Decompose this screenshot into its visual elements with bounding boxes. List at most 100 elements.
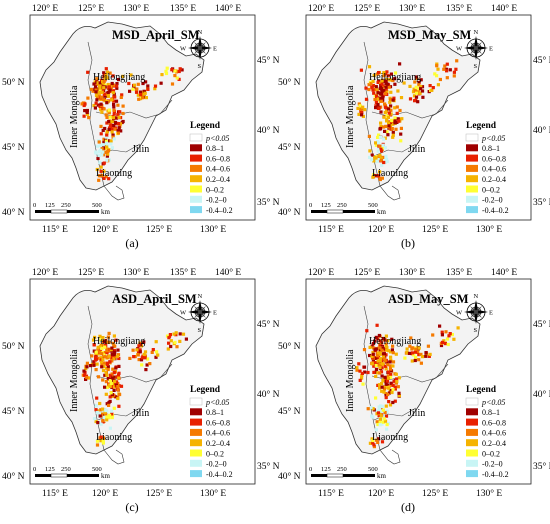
significance-pixel	[408, 84, 412, 88]
significance-pixel	[139, 90, 143, 94]
significance-pixel	[389, 364, 393, 368]
legend-label-4: 0.2–0.4	[206, 439, 230, 448]
significance-pixel	[109, 139, 113, 143]
significance-pixel	[380, 420, 384, 425]
coastline	[379, 185, 401, 201]
top-lon-label-0: 120° E	[308, 267, 334, 278]
significance-pixel	[85, 361, 89, 365]
significance-pixel	[387, 78, 391, 82]
map-canvas: 120° E 125° E 130° E 135° E 140° E 115° …	[2, 3, 280, 235]
significance-pixel	[391, 122, 395, 126]
left-lat-label-1: 45° N	[2, 406, 25, 417]
legend-swatch-5	[190, 449, 202, 457]
significance-pixel	[387, 111, 391, 115]
significance-pixel	[146, 87, 150, 91]
significance-pixels	[80, 66, 184, 182]
significance-pixel	[361, 105, 365, 109]
significance-pixel	[104, 343, 108, 347]
significance-pixel	[102, 80, 106, 84]
significance-pixel	[98, 160, 102, 164]
scale-label-1: 125	[321, 466, 331, 473]
significance-pixel	[381, 420, 385, 424]
significance-pixel	[413, 80, 417, 84]
significance-pixel	[419, 84, 423, 89]
significance-pixel	[105, 121, 109, 125]
significance-pixel	[94, 350, 98, 354]
significance-pixel	[93, 335, 97, 339]
significance-pixel	[110, 416, 114, 420]
panel-caption-0: (a)	[125, 236, 139, 250]
significance-pixel	[373, 348, 377, 352]
significance-pixel	[384, 396, 388, 400]
legend: Legend p<0.050.8–10.6–0.8 0.4–0.60.2–0.40…	[189, 385, 233, 479]
significance-pixel	[129, 73, 133, 77]
compass-e-label: E	[213, 310, 217, 317]
legend-label-0: p<0.05	[481, 134, 505, 143]
significance-pixel	[115, 82, 119, 86]
significance-pixel	[107, 403, 111, 407]
significance-pixel	[154, 340, 158, 344]
significance-pixel	[357, 362, 361, 366]
significance-pixel	[101, 407, 105, 411]
significance-pixel	[372, 73, 376, 78]
significance-pixel	[128, 89, 132, 93]
significance-pixel	[385, 159, 389, 163]
significance-pixel	[101, 436, 106, 440]
significance-pixel	[389, 388, 393, 393]
significance-pixel	[120, 120, 124, 125]
significance-pixel	[383, 136, 387, 140]
label-heilongjiang: Heilongjiang	[369, 72, 421, 83]
significance-pixel	[165, 66, 169, 70]
significance-pixel	[394, 352, 398, 356]
significance-pixel	[100, 153, 104, 157]
significance-pixel	[360, 376, 364, 380]
significance-pixel	[106, 139, 111, 143]
significance-pixel	[385, 423, 389, 427]
significance-pixel	[392, 379, 396, 383]
legend-label-7: -0.4–0.2	[206, 206, 233, 215]
legend-label-5: 0–0.2	[482, 449, 500, 458]
significance-pixel	[420, 355, 425, 359]
significance-pixel	[386, 376, 391, 380]
significance-pixel	[452, 74, 456, 78]
coastline	[103, 449, 125, 465]
label-inner-mongolia: Inner Mongolia	[69, 85, 80, 148]
right-lat-label-0: 45° N	[257, 319, 280, 330]
scale-label-0: 0	[33, 466, 36, 473]
legend-swatch-7	[466, 206, 478, 214]
significance-pixel	[96, 156, 100, 160]
significance-pixel	[382, 80, 386, 84]
significance-pixel	[378, 86, 382, 90]
significance-pixel	[412, 94, 417, 98]
significance-pixel	[417, 87, 421, 91]
significance-pixel	[101, 368, 106, 373]
compass-e-label: E	[489, 310, 493, 317]
significance-pixel	[376, 411, 381, 415]
significance-pixel	[391, 78, 395, 83]
significance-pixel	[105, 145, 109, 149]
significance-pixel	[374, 438, 379, 442]
significance-pixel	[116, 131, 120, 135]
significance-pixel	[112, 108, 116, 112]
significance-pixel	[97, 153, 101, 158]
boundary-jilin-liaoning	[373, 143, 417, 157]
significance-pixel	[139, 93, 143, 97]
significance-pixel	[99, 102, 103, 106]
significance-pixel	[413, 89, 417, 93]
legend-swatch-6	[466, 459, 478, 467]
significance-pixel	[380, 385, 384, 389]
significance-pixel	[387, 391, 391, 395]
significance-pixel	[102, 98, 106, 102]
significance-pixel	[379, 110, 383, 114]
significance-pixel	[378, 153, 382, 157]
left-lat-label-0: 50° N	[2, 77, 25, 88]
significance-pixel	[136, 82, 140, 86]
significance-pixel	[106, 82, 110, 87]
legend-label-6: -0.2–0	[206, 196, 227, 205]
significance-pixel	[114, 395, 118, 399]
significance-pixel	[431, 86, 435, 90]
significance-pixel	[109, 391, 113, 395]
significance-pixel	[376, 371, 380, 375]
right-lat-label-1: 40° N	[257, 389, 280, 400]
significance-pixel	[108, 413, 112, 417]
